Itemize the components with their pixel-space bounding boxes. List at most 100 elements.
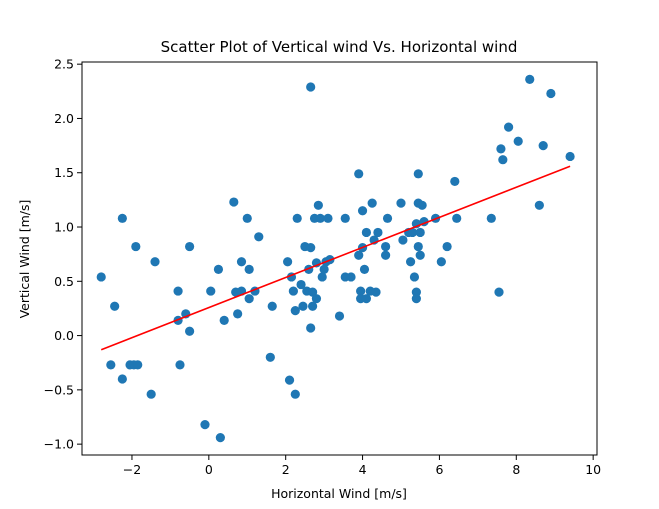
data-point bbox=[413, 169, 423, 179]
data-point bbox=[413, 241, 423, 252]
x-tick-label: 0 bbox=[205, 462, 213, 477]
data-point bbox=[407, 227, 418, 238]
data-point bbox=[133, 360, 143, 370]
data-point bbox=[254, 232, 264, 242]
data-point bbox=[319, 264, 329, 274]
data-point bbox=[354, 169, 364, 179]
data-point bbox=[565, 151, 575, 162]
data-point bbox=[409, 272, 420, 282]
data-point bbox=[110, 301, 120, 311]
data-point bbox=[361, 294, 371, 304]
data-point bbox=[131, 241, 141, 252]
data-point bbox=[96, 272, 106, 282]
fit-line-group bbox=[100, 165, 571, 351]
data-point bbox=[292, 213, 302, 223]
data-points bbox=[96, 74, 575, 443]
data-point bbox=[242, 213, 252, 223]
data-point bbox=[313, 200, 323, 210]
data-point bbox=[496, 144, 506, 154]
data-point bbox=[381, 241, 391, 252]
x-tick-label: 6 bbox=[435, 462, 443, 477]
axes: −2 0 2 4 6 8 10 −1.0 −0.5 0.0 0.5 1.0 1.5 2.0 2.5 bbox=[44, 57, 602, 477]
data-point bbox=[306, 243, 316, 253]
data-point bbox=[334, 311, 345, 321]
data-point bbox=[296, 279, 306, 290]
data-point bbox=[498, 155, 508, 165]
data-point bbox=[398, 235, 408, 245]
data-point bbox=[200, 420, 210, 430]
data-point bbox=[546, 88, 556, 99]
data-point bbox=[244, 294, 254, 304]
data-point bbox=[361, 227, 371, 238]
data-point bbox=[346, 272, 356, 282]
y-tick-label: 2.0 bbox=[54, 111, 74, 126]
y-tick-label: −0.5 bbox=[44, 382, 74, 397]
data-point bbox=[371, 287, 381, 297]
data-point bbox=[290, 306, 300, 316]
data-point bbox=[504, 122, 514, 132]
data-point bbox=[219, 315, 229, 325]
y-tick-label: 1.5 bbox=[54, 165, 74, 180]
data-point bbox=[357, 206, 368, 216]
data-point bbox=[284, 375, 295, 385]
fit-line bbox=[100, 165, 571, 351]
y-tick-label: 1.0 bbox=[54, 220, 74, 235]
data-point bbox=[175, 360, 185, 370]
data-point bbox=[265, 352, 275, 362]
data-point bbox=[411, 294, 421, 304]
data-point bbox=[185, 241, 195, 252]
data-point bbox=[288, 286, 298, 296]
data-point bbox=[317, 272, 327, 282]
data-point bbox=[150, 257, 160, 267]
data-point bbox=[308, 301, 318, 311]
data-point bbox=[298, 301, 308, 311]
data-point bbox=[367, 198, 377, 208]
data-point bbox=[283, 257, 293, 267]
x-tick-label: −2 bbox=[123, 462, 141, 477]
data-point bbox=[215, 433, 225, 443]
data-point bbox=[381, 250, 391, 260]
data-point bbox=[267, 301, 277, 311]
data-point bbox=[534, 200, 544, 210]
data-point bbox=[106, 360, 116, 370]
y-tick-label: −1.0 bbox=[44, 437, 74, 452]
data-point bbox=[406, 257, 416, 267]
x-tick-label: 10 bbox=[585, 462, 601, 477]
y-axis-label: Vertical Wind [m/s] bbox=[17, 200, 32, 319]
y-tick-label: 0.5 bbox=[54, 274, 74, 289]
y-tick-label: 2.5 bbox=[54, 57, 74, 72]
data-point bbox=[513, 136, 523, 146]
data-point bbox=[340, 213, 350, 223]
data-point bbox=[525, 74, 535, 84]
x-tick-label: 4 bbox=[359, 462, 367, 477]
data-point bbox=[486, 213, 496, 223]
data-point bbox=[236, 257, 247, 267]
plot-frame bbox=[81, 61, 598, 456]
data-point bbox=[146, 389, 156, 399]
data-point bbox=[354, 250, 364, 260]
data-point bbox=[290, 389, 300, 399]
data-point bbox=[185, 326, 195, 336]
data-point bbox=[382, 213, 393, 223]
data-point bbox=[452, 213, 462, 223]
x-axis-label: Horizontal Wind [m/s] bbox=[271, 486, 407, 501]
data-point bbox=[206, 286, 216, 296]
data-point bbox=[323, 213, 333, 223]
data-point bbox=[538, 140, 548, 151]
data-point bbox=[417, 200, 427, 210]
data-point bbox=[356, 286, 366, 296]
data-point bbox=[244, 264, 254, 274]
data-point bbox=[411, 287, 421, 297]
data-point bbox=[436, 257, 446, 267]
data-point bbox=[229, 197, 239, 207]
data-point bbox=[450, 176, 460, 187]
data-point bbox=[359, 264, 370, 274]
data-point bbox=[442, 241, 452, 252]
data-point bbox=[415, 227, 425, 238]
data-point bbox=[315, 213, 325, 223]
data-point bbox=[311, 294, 322, 304]
x-tick-label: 8 bbox=[512, 462, 520, 477]
y-tick-label: 0.0 bbox=[54, 328, 74, 343]
